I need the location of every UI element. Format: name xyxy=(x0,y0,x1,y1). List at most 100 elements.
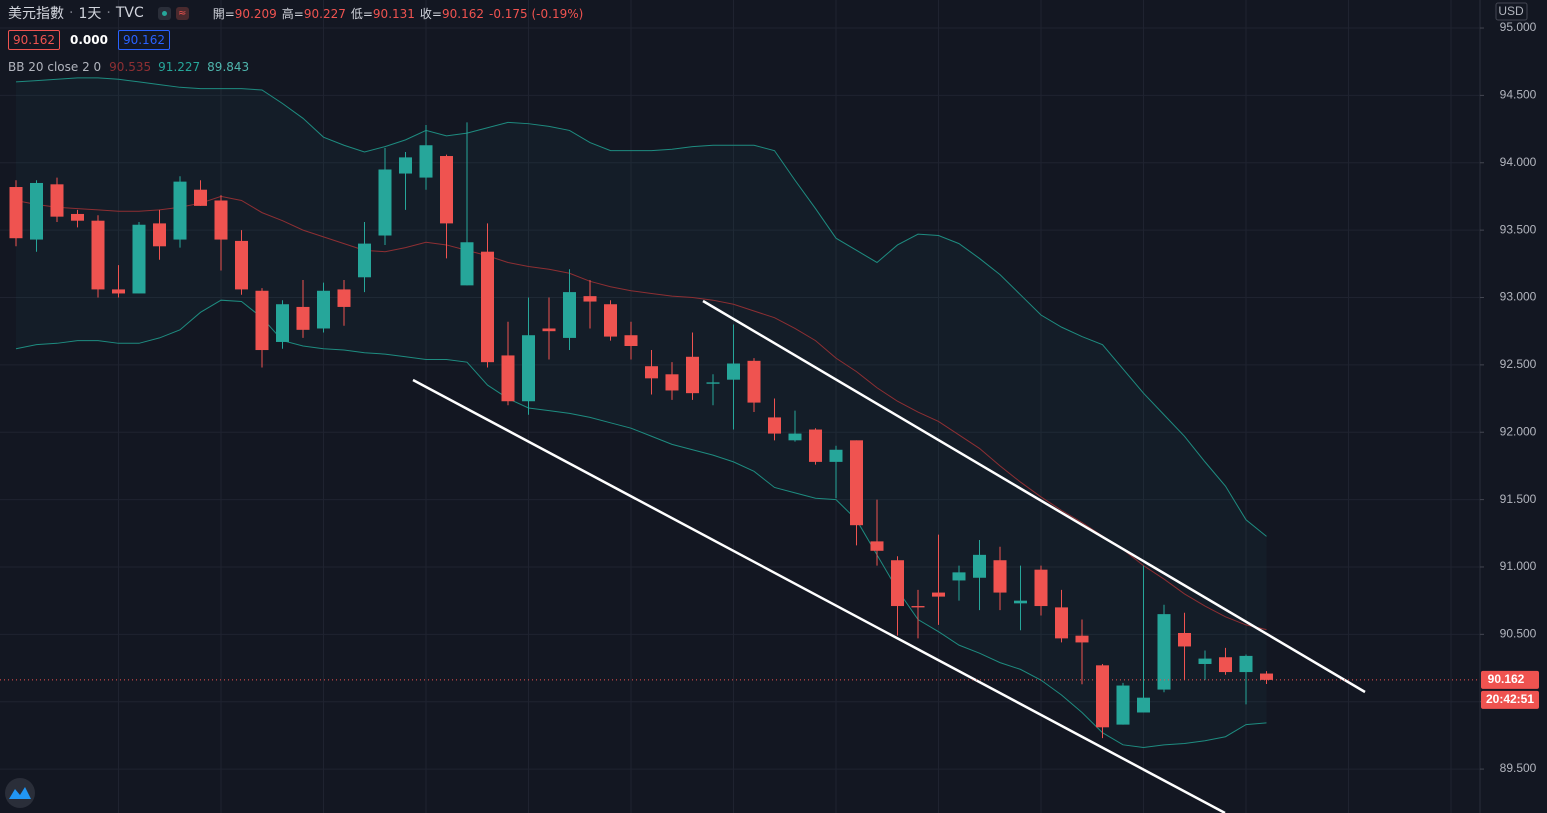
status-icon[interactable] xyxy=(157,6,171,20)
interval[interactable]: 1天 xyxy=(78,6,102,22)
candle-body xyxy=(686,356,699,394)
last-price-box xyxy=(1481,670,1539,689)
candle-body xyxy=(337,289,351,307)
logo-bg xyxy=(5,778,35,808)
candle-body xyxy=(747,360,761,403)
ohlc-value: 90.131 xyxy=(372,6,415,21)
currency-box[interactable] xyxy=(1495,2,1528,21)
candle-body xyxy=(829,449,843,462)
candle-body xyxy=(71,213,84,221)
candle-body xyxy=(173,181,187,240)
candle-body xyxy=(276,304,289,342)
candle-body xyxy=(1034,569,1048,607)
candle-body xyxy=(501,355,515,402)
separator: · xyxy=(69,5,74,21)
candle-body xyxy=(440,156,453,224)
candle-body xyxy=(1239,655,1253,673)
change: -0.175 (-0.19%) xyxy=(488,6,584,21)
indicator-value: 90.535 xyxy=(109,60,152,74)
ohlc-label: 高= xyxy=(281,6,304,21)
logo-mark xyxy=(9,787,31,799)
candle-body xyxy=(665,374,679,391)
symbol[interactable]: 美元指數 xyxy=(8,6,64,22)
band-upper xyxy=(15,77,1267,537)
candle-body xyxy=(1260,673,1273,680)
candle-body xyxy=(91,220,105,290)
y-tick-label: 95.000 xyxy=(1500,20,1537,34)
ohlc-legend: 開=90.209 高=90.227 低=90.131 收=90.162 -0.175 (… xyxy=(213,5,589,22)
source: TVC xyxy=(115,5,144,21)
header: 美元指數 · 1天 · TVC ≈ 開=90.209 高=90.227 低=90.1… xyxy=(8,3,588,23)
y-tick-label: 92.500 xyxy=(1500,357,1537,371)
candle-body xyxy=(378,169,392,236)
y-tick-label: 91.000 xyxy=(1500,559,1537,573)
ohlc-label: 收= xyxy=(419,6,442,21)
y-tick-label: 89.500 xyxy=(1500,761,1537,775)
countdown-box xyxy=(1481,690,1539,709)
candle-body xyxy=(255,290,269,351)
trend-line[interactable] xyxy=(412,378,1226,813)
candle-body xyxy=(542,328,556,332)
candle-body xyxy=(788,433,802,441)
candle-body xyxy=(1198,658,1212,664)
candle-body xyxy=(706,382,720,384)
candle-body xyxy=(358,243,371,278)
bid-box: 90.162 xyxy=(8,30,60,50)
candle-body xyxy=(1096,665,1109,728)
candle-body xyxy=(645,366,658,379)
candle-body xyxy=(194,189,207,206)
candle-body xyxy=(952,572,966,581)
indicator-value: 91.227 xyxy=(158,60,201,74)
candle-body xyxy=(317,290,330,329)
candle-body xyxy=(153,223,166,247)
candle-body xyxy=(214,200,228,240)
candle-body xyxy=(1178,632,1191,647)
y-tick-label: 94.000 xyxy=(1500,155,1537,169)
y-tick-label: 93.500 xyxy=(1500,222,1537,236)
candle-body xyxy=(235,240,248,290)
candle-body xyxy=(583,296,597,302)
y-tick-label: 93.000 xyxy=(1500,290,1537,304)
indicator-legend: BB 20 close 2 0 90.535 91.227 89.843 xyxy=(8,60,249,74)
separator: · xyxy=(106,5,111,21)
y-tick-label: 91.500 xyxy=(1500,492,1537,506)
market-icon[interactable]: ≈ xyxy=(175,6,189,20)
candle-body xyxy=(30,182,43,240)
band-lower xyxy=(15,299,1267,749)
candle-body xyxy=(870,541,884,551)
candle-body xyxy=(1055,607,1068,639)
candle-body xyxy=(460,242,474,286)
ohlc-value: 90.162 xyxy=(441,6,484,21)
candle-body xyxy=(112,289,125,294)
ohlc-value: 90.227 xyxy=(303,6,346,21)
candle-body xyxy=(1014,600,1027,604)
candle-body xyxy=(604,304,617,337)
spread: 0.000 xyxy=(70,33,108,47)
candle-body xyxy=(9,187,23,239)
candle-body xyxy=(132,224,146,294)
ohlc-label: 開= xyxy=(212,6,235,21)
y-tick-label: 92.000 xyxy=(1500,424,1537,438)
y-tick-label: 90.500 xyxy=(1500,627,1537,641)
candle-body xyxy=(911,606,925,608)
candle-body xyxy=(850,440,863,526)
candle-body xyxy=(1219,657,1232,673)
logo[interactable] xyxy=(5,778,35,808)
candle-body xyxy=(768,417,781,434)
price-boxes: 90.162 0.000 90.162 xyxy=(8,29,176,51)
candle-body xyxy=(1075,635,1089,643)
candle-body xyxy=(1137,697,1150,713)
candle-body xyxy=(399,157,412,174)
indicator-name[interactable]: BB 20 close 2 0 xyxy=(8,60,102,74)
trend-line[interactable] xyxy=(702,299,1366,694)
candle-body xyxy=(481,251,494,363)
countdown: 20:42:51 xyxy=(1486,692,1534,706)
ask-box: 90.162 xyxy=(117,30,170,50)
y-tick-label: 94.500 xyxy=(1500,88,1537,102)
band-middle xyxy=(15,195,1267,631)
ohlc-value: 90.209 xyxy=(234,6,277,21)
currency: USD xyxy=(1498,4,1524,18)
